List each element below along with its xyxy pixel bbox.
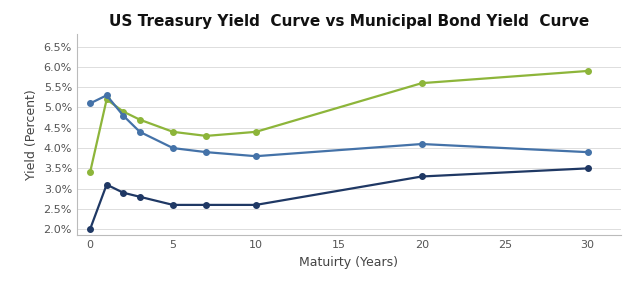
Line: Municipal Bond (bottom): Municipal Bond (bottom) [87, 166, 591, 232]
Title: US Treasury Yield  Curve vs Municipal Bond Yield  Curve: US Treasury Yield Curve vs Municipal Bon… [109, 14, 589, 29]
Municipal Bond (bottom) [418, 175, 426, 178]
US Treasury (mid) [202, 150, 210, 154]
Municipal Bond (bottom) [120, 191, 127, 195]
US Treasury (mid) [418, 142, 426, 146]
US Treasury (mid) [584, 150, 591, 154]
X-axis label: Matuirty (Years): Matuirty (Years) [300, 256, 398, 269]
US Treasury (mid) [103, 94, 111, 97]
Municipal Bond (top) [252, 130, 260, 133]
Municipal Bond (bottom) [103, 183, 111, 186]
Municipal Bond (top) [202, 134, 210, 138]
Municipal Bond (bottom) [136, 195, 143, 199]
US Treasury (mid) [252, 154, 260, 158]
Municipal Bond (top) [418, 82, 426, 85]
Line: Municipal Bond (top): Municipal Bond (top) [87, 68, 591, 175]
Municipal Bond (bottom) [584, 167, 591, 170]
Municipal Bond (top) [169, 130, 177, 133]
US Treasury (mid) [120, 114, 127, 117]
Municipal Bond (bottom) [202, 203, 210, 207]
Municipal Bond (bottom) [86, 228, 94, 231]
Municipal Bond (bottom) [169, 203, 177, 207]
US Treasury (mid) [136, 130, 143, 133]
Municipal Bond (top) [120, 110, 127, 113]
Municipal Bond (top) [136, 118, 143, 121]
Municipal Bond (top) [86, 171, 94, 174]
Municipal Bond (top) [103, 98, 111, 101]
Municipal Bond (top) [584, 69, 591, 73]
Y-axis label: Yield (Percent): Yield (Percent) [25, 90, 38, 180]
Municipal Bond (bottom) [252, 203, 260, 207]
Line: US Treasury (mid): US Treasury (mid) [87, 92, 591, 159]
US Treasury (mid) [169, 146, 177, 150]
US Treasury (mid) [86, 102, 94, 105]
